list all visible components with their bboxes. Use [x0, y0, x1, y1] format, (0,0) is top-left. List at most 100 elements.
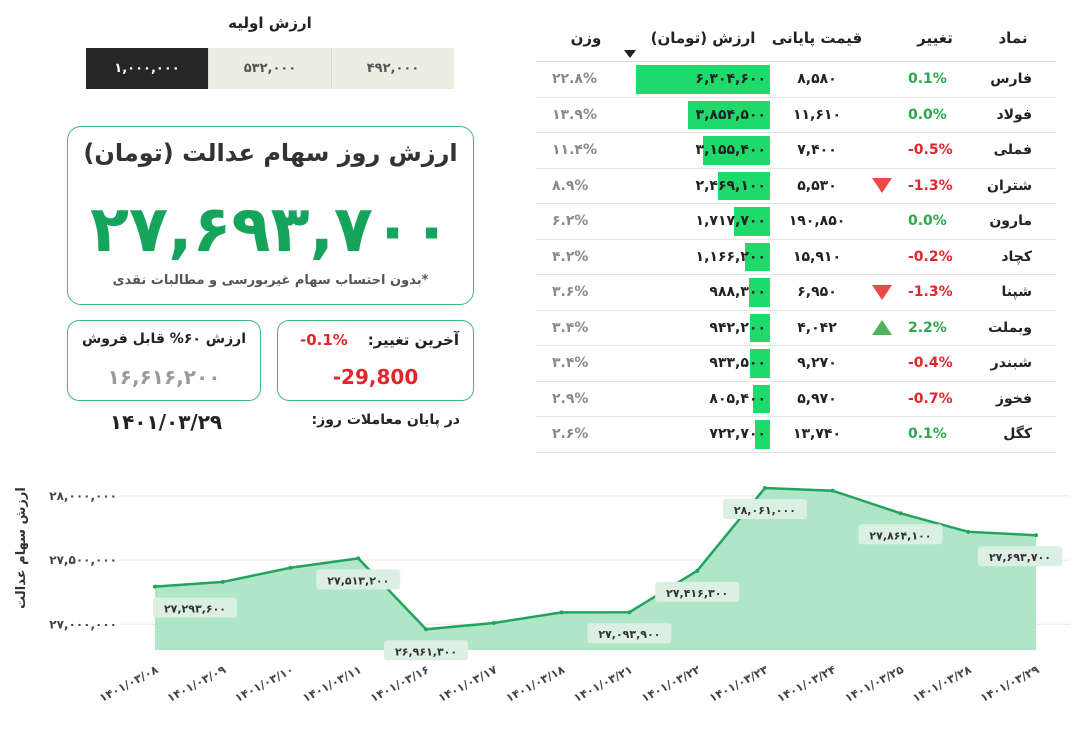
data-label-text: ۲۷,۵۱۳,۲۰۰ [327, 574, 389, 587]
value-text: ۷۲۲,۷۰۰ [709, 426, 766, 443]
data-label-text: ۲۸,۰۶۱,۰۰۰ [734, 504, 796, 517]
table-row[interactable]: فولاد 0.0% ۱۱,۶۱۰ ۳,۸۵۴,۵۰۰ ۱۳.۹% [536, 98, 1056, 133]
x-tick-label: ۱۴۰۱/۰۳/۱۷ [436, 662, 500, 705]
header-price[interactable]: قیمت پایانی [771, 28, 863, 47]
table-row[interactable]: فملی -0.5% ۷,۴۰۰ ۳,۱۵۵,۴۰۰ ۱۱.۴% [536, 133, 1056, 169]
value-cell: ۲,۴۶۹,۱۰۰ [636, 169, 770, 204]
daily-value-note: *بدون احتساب سهام غیربورسی و مطالبات نقد… [112, 273, 429, 288]
data-label-bg [722, 499, 807, 520]
data-label: ۲۷,۶۹۳,۷۰۰ [978, 546, 1062, 567]
y-axis-label: ارزش سهام عدالت [14, 487, 29, 609]
data-point[interactable] [288, 565, 293, 570]
last-change-amount: -29,800 [332, 365, 419, 389]
table-row[interactable]: فارس 0.1% ۸,۵۸۰ ۶,۳۰۴,۶۰۰ ۲۲.۸% [536, 62, 1056, 98]
value-text: ۹۳۳,۵۰۰ [709, 355, 766, 372]
price-cell: ۱۹۰,۸۵۰ [788, 213, 846, 230]
daily-value: ۲۷,۶۹۳,۷۰۰ [89, 193, 452, 267]
data-point[interactable] [559, 610, 564, 615]
symbol-cell[interactable]: کچاد [1001, 248, 1032, 265]
x-tick-label: ۱۴۰۱/۰۳/۲۹ [978, 662, 1042, 705]
symbol-cell[interactable]: شبندر [990, 355, 1032, 372]
data-label-text: ۲۷,۴۱۶,۳۰۰ [666, 587, 728, 600]
data-point[interactable] [966, 529, 971, 534]
table-row[interactable]: فخوز -0.7% ۵,۹۷۰ ۸۰۵,۴۰۰ ۲.۹% [536, 382, 1056, 417]
data-label-bg [978, 546, 1062, 567]
area-series [153, 486, 1038, 650]
change-cell: 0.0% [908, 213, 947, 230]
symbol-cell[interactable]: کگل [1003, 426, 1032, 443]
table-row[interactable]: وبملت 2.2% ۴,۰۴۲ ۹۴۲,۲۰۰ ۳.۴% [536, 311, 1056, 346]
data-point[interactable] [762, 486, 767, 491]
price-cell: ۷,۴۰۰ [797, 142, 837, 159]
price-cell: ۴,۰۴۲ [797, 319, 837, 336]
initial-option-492000[interactable]: ۴۹۲,۰۰۰ [331, 48, 454, 89]
data-point[interactable] [424, 627, 429, 632]
x-tick-label: ۱۴۰۱/۰۳/۰۹ [165, 662, 229, 705]
symbol-cell[interactable]: مارون [989, 213, 1032, 230]
symbol-cell[interactable]: شپنا [1001, 284, 1032, 301]
header-value[interactable]: ارزش (تومان) [650, 28, 756, 47]
symbol-cell[interactable]: فملی [993, 142, 1032, 159]
sort-desc-icon[interactable] [624, 50, 636, 58]
initial-option-1000000[interactable]: ۱,۰۰۰,۰۰۰ [86, 48, 208, 89]
symbol-cell[interactable]: فولاد [996, 106, 1032, 123]
x-tick-label: ۱۴۰۱/۰۳/۲۲ [639, 662, 703, 705]
table-row[interactable]: کگل 0.1% ۱۳,۷۴۰ ۷۲۲,۷۰۰ ۲.۶% [536, 417, 1056, 453]
y-tick-label: ۲۷,۵۰۰,۰۰۰ [49, 553, 117, 567]
symbol-cell[interactable]: شتران [987, 177, 1032, 194]
data-point[interactable] [153, 584, 157, 589]
table-row[interactable]: شپنا -1.3% ۶,۹۵۰ ۹۸۸,۳۰۰ ۳.۶% [536, 275, 1056, 311]
header-change[interactable]: تغییر [917, 28, 953, 47]
y-tick-label: ۲۸,۰۰۰,۰۰۰ [49, 489, 117, 503]
y-axis-ticks: ۲۷,۰۰۰,۰۰۰ ۲۷,۵۰۰,۰۰۰ ۲۸,۰۰۰,۰۰۰ [49, 489, 117, 631]
value-cell: ۹۳۳,۵۰۰ [636, 346, 770, 381]
data-point[interactable] [220, 579, 225, 584]
value-text: ۸۰۵,۴۰۰ [709, 390, 766, 407]
initial-value-title: ارزش اولیه [228, 14, 312, 32]
data-point[interactable] [627, 610, 632, 615]
table-row[interactable]: شبندر -0.4% ۹,۲۷۰ ۹۳۳,۵۰۰ ۳.۴% [536, 346, 1056, 382]
value-text: ۱,۱۶۶,۲۰۰ [695, 248, 766, 265]
symbol-cell[interactable]: فخوز [995, 390, 1032, 407]
value-bar [749, 313, 770, 342]
data-label-text: ۲۷,۸۶۴,۱۰۰ [869, 529, 931, 542]
symbol-cell[interactable]: فارس [990, 71, 1032, 88]
value-bar [750, 349, 770, 378]
value-text: ۳,۸۵۴,۵۰۰ [695, 106, 766, 123]
x-tick-label: ۱۴۰۱/۰۳/۰۸ [97, 662, 161, 705]
change-cell: 0.0% [908, 106, 947, 123]
last-change-card: آخرین تغییر: -0.1% -29,800 [277, 320, 474, 401]
data-point[interactable] [356, 556, 361, 561]
data-label-bg [316, 569, 401, 590]
data-label-bg [153, 597, 237, 618]
sellable-value-card: ارزش ۶۰% قابل فروش ۱۶,۶۱۶,۲۰۰ [67, 320, 261, 401]
data-label: ۲۶,۹۶۱,۳۰۰ [384, 640, 469, 661]
data-label-bg [858, 524, 943, 545]
table-row[interactable]: مارون 0.0% ۱۹۰,۸۵۰ ۱,۷۱۷,۷۰۰ ۶.۲% [536, 204, 1056, 240]
symbol-cell[interactable]: وبملت [988, 319, 1032, 336]
header-weight[interactable]: وزن [570, 28, 602, 47]
table-row[interactable]: کچاد -0.2% ۱۵,۹۱۰ ۱,۱۶۶,۲۰۰ ۴.۲% [536, 240, 1056, 275]
x-tick-label: ۱۴۰۱/۰۳/۲۸ [910, 662, 974, 705]
weight-cell: ۲.۹% [552, 390, 589, 407]
value-cell: ۹۸۸,۳۰۰ [636, 275, 770, 310]
data-point[interactable] [830, 488, 835, 493]
data-point[interactable] [898, 511, 903, 516]
x-tick-label: ۱۴۰۱/۰۳/۱۱ [300, 662, 364, 705]
data-label: ۲۷,۴۱۶,۳۰۰ [655, 581, 740, 602]
table-header: نماد تغییر قیمت پایانی ارزش (تومان) وزن [536, 14, 1056, 62]
header-symbol[interactable]: نماد [998, 28, 1028, 47]
arrow-down-icon [872, 178, 892, 194]
data-point[interactable] [491, 621, 496, 626]
data-point[interactable] [1034, 533, 1038, 538]
value-bar [636, 65, 770, 94]
change-cell: -0.5% [908, 142, 953, 159]
initial-option-532000[interactable]: ۵۳۲,۰۰۰ [208, 48, 331, 89]
value-text: ۹۴۲,۲۰۰ [709, 319, 766, 336]
price-cell: ۱۱,۶۱۰ [792, 106, 842, 123]
daily-value-card: ارزش روز سهام عدالت (تومان) ۲۷,۶۹۳,۷۰۰ *… [67, 126, 474, 305]
data-label: ۲۸,۰۶۱,۰۰۰ [722, 499, 807, 520]
data-point[interactable] [695, 568, 700, 573]
trade-date: ۱۴۰۱/۰۳/۲۹ [109, 410, 223, 434]
table-row[interactable]: شتران -1.3% ۵,۵۳۰ ۲,۴۶۹,۱۰۰ ۸.۹% [536, 169, 1056, 204]
